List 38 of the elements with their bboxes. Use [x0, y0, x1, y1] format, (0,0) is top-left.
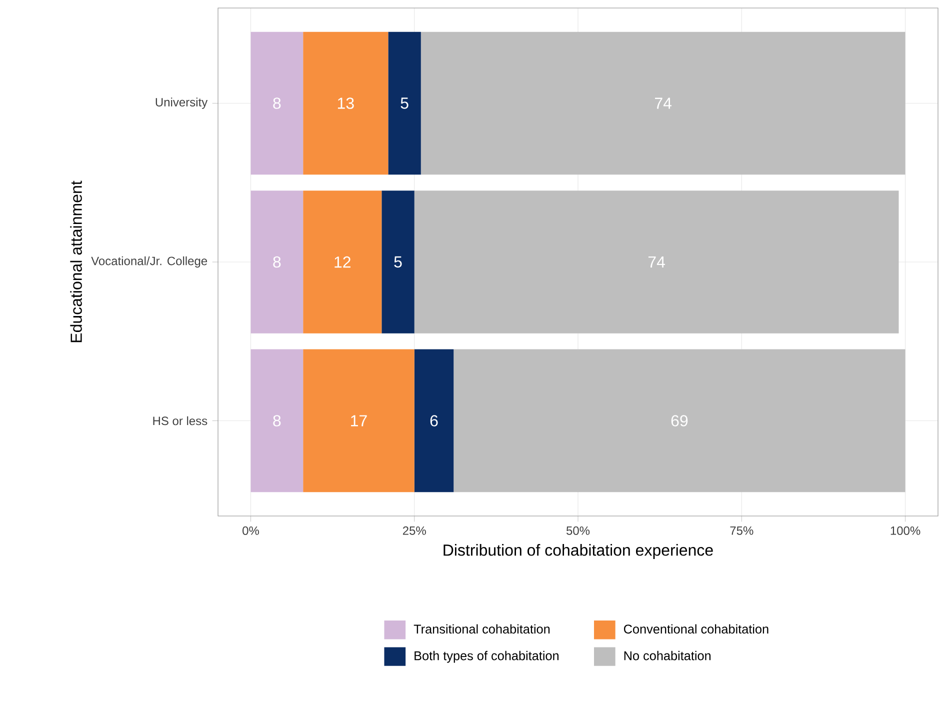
- data-label: 69: [671, 415, 688, 426]
- legend-label: Conventional cohabitation: [624, 624, 768, 634]
- legend-label: Both types of cohabitation: [414, 650, 558, 663]
- x-tick-label: 25%: [402, 526, 426, 535]
- bar: [414, 190, 899, 334]
- y-tick-label: University: [156, 98, 208, 109]
- x-tick-label: 75%: [730, 526, 754, 535]
- x-axis-title: Distribution of cohabitation experience: [444, 544, 713, 559]
- data-label: 74: [648, 256, 665, 268]
- bar: [303, 32, 388, 175]
- data-label: 12: [334, 256, 350, 268]
- bar: [454, 349, 906, 492]
- data-label: 74: [655, 98, 672, 109]
- data-label: 5: [400, 98, 408, 109]
- data-label: 6: [430, 415, 438, 426]
- data-label: 17: [351, 415, 367, 426]
- bar: [250, 32, 304, 175]
- data-label: 8: [273, 98, 281, 109]
- data-label: 8: [273, 256, 281, 268]
- legend-label: Transitional cohabitation: [414, 624, 550, 634]
- legend-label: No cohabitation: [624, 650, 711, 660]
- y-axis-title: Educational attainment: [70, 180, 82, 342]
- y-tick-label: HS or less: [153, 416, 208, 426]
- bar: [303, 190, 382, 334]
- bar: [250, 190, 304, 334]
- x-tick-label: 0%: [242, 526, 259, 535]
- data-label: 8: [273, 415, 281, 426]
- bar: [388, 32, 421, 175]
- bar: [250, 349, 304, 492]
- bar: [303, 349, 414, 492]
- x-tick-label: 50%: [566, 526, 590, 535]
- data-label: 13: [338, 98, 354, 109]
- bar: [382, 190, 414, 334]
- x-tick-label: 100%: [890, 526, 920, 535]
- data-label: 5: [394, 256, 402, 268]
- bar: [414, 349, 454, 492]
- bar: [420, 32, 906, 175]
- y-tick-label: Vocational/Jr. College: [91, 256, 208, 268]
